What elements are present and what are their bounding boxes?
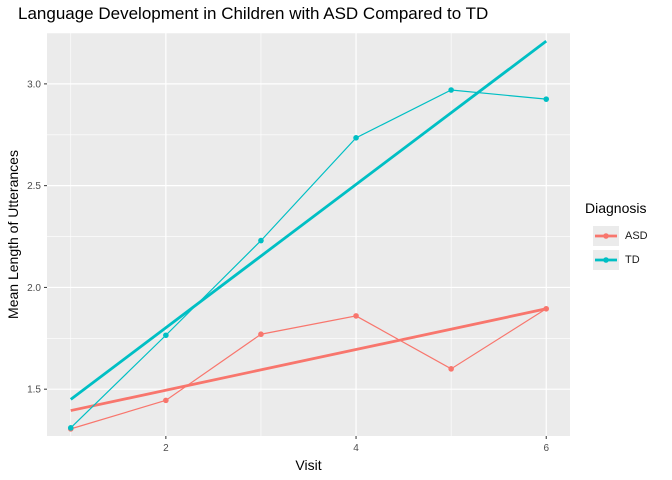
x-tick-label: 6 bbox=[543, 443, 549, 454]
legend: Diagnosis ASD TD bbox=[585, 200, 648, 272]
data-point-td bbox=[258, 237, 264, 244]
data-point-asd bbox=[448, 366, 454, 372]
x-tick-label: 2 bbox=[163, 443, 169, 454]
panel-background bbox=[47, 33, 570, 436]
legend-item-asd: ASD bbox=[585, 224, 648, 248]
legend-label: TD bbox=[625, 254, 640, 266]
trend-line-td bbox=[69, 40, 548, 401]
legend-key-point bbox=[603, 257, 609, 263]
data-point-td bbox=[163, 332, 169, 339]
axes-layer: 2 4 6 1.5 2.0 2.5 3.0 bbox=[27, 79, 549, 454]
data-point-td bbox=[448, 87, 454, 93]
y-tick-label: 2.5 bbox=[27, 181, 41, 192]
data-point-asd bbox=[543, 305, 550, 312]
data-point-asd bbox=[353, 313, 359, 319]
series-layer bbox=[67, 40, 550, 432]
y-tick-label: 2.0 bbox=[27, 283, 41, 294]
y-tick-label: 1.5 bbox=[27, 385, 41, 396]
series-td bbox=[67, 40, 550, 431]
legend-item-td: TD bbox=[585, 248, 648, 272]
legend-key-point bbox=[603, 233, 609, 239]
legend-key-glyph bbox=[595, 233, 617, 239]
legend-title: Diagnosis bbox=[585, 200, 647, 216]
data-point-td bbox=[353, 135, 359, 141]
x-axis-label: Visit bbox=[295, 457, 321, 473]
y-tick-label: 3.0 bbox=[27, 79, 41, 90]
data-point-td bbox=[543, 96, 550, 102]
legend-items: ASD TD bbox=[585, 224, 648, 272]
chart-title: Language Development in Children with AS… bbox=[18, 4, 489, 23]
legend-label: ASD bbox=[625, 230, 648, 242]
data-point-asd bbox=[163, 397, 169, 404]
data-point-td bbox=[67, 425, 74, 431]
x-tick-label: 4 bbox=[353, 443, 359, 454]
legend-key-td bbox=[593, 250, 619, 270]
series-line-td bbox=[70, 89, 547, 429]
series-asd bbox=[67, 305, 550, 432]
trend-line-asd bbox=[70, 307, 547, 412]
series-line-asd bbox=[70, 308, 547, 430]
y-axis-label: Mean Length of Utterances bbox=[5, 150, 21, 319]
legend-key-asd bbox=[593, 226, 619, 246]
data-point-asd bbox=[258, 331, 264, 338]
legend-key-glyph bbox=[595, 257, 617, 263]
